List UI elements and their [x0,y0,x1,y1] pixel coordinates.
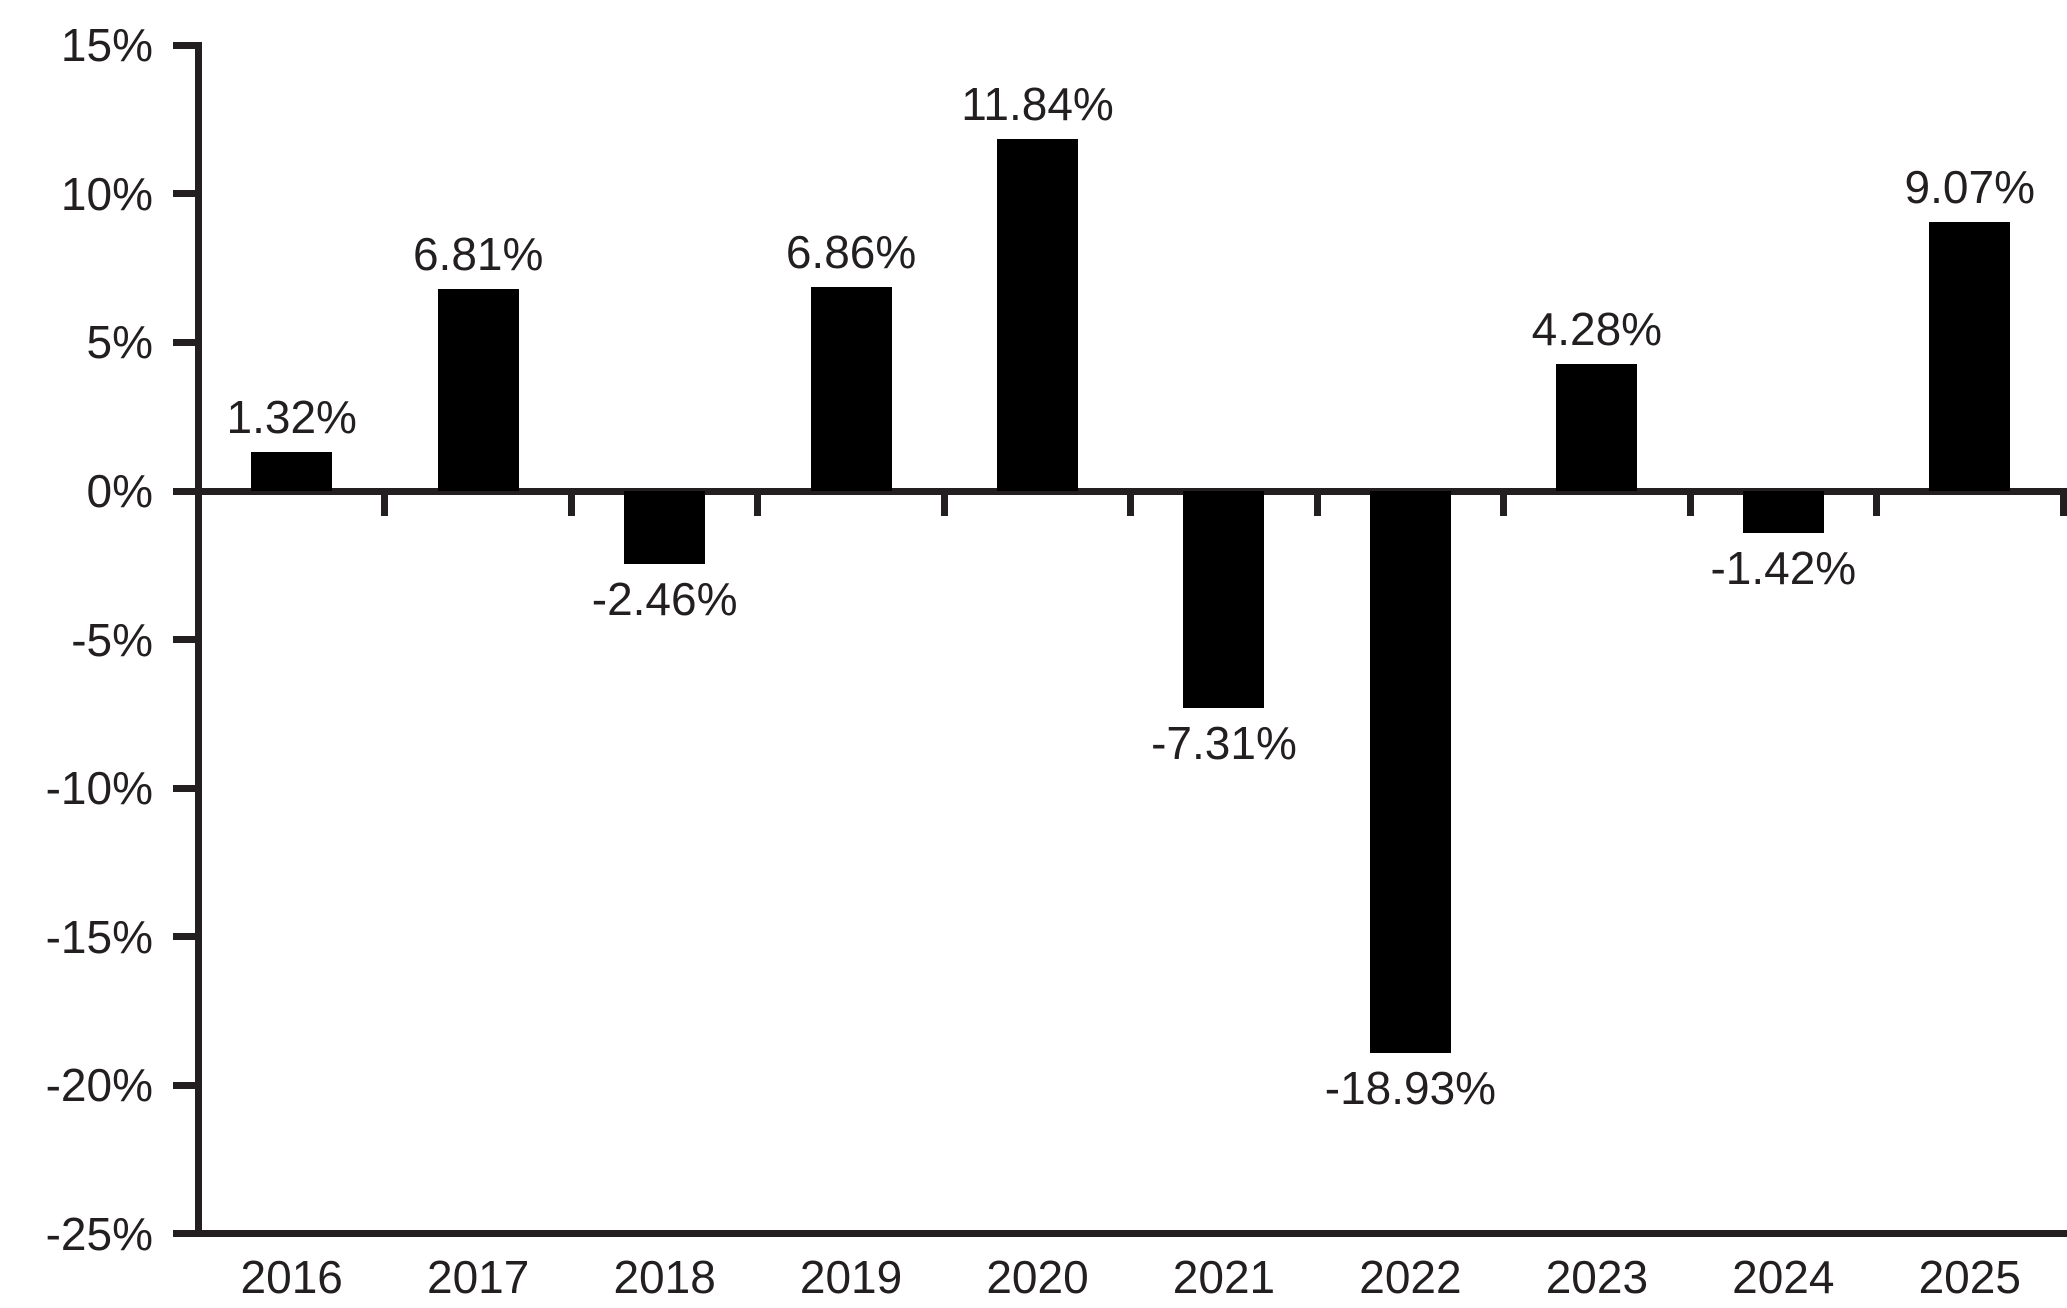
bar-value-label-2022: -18.93% [1324,1062,1497,1115]
x-tick-4 [940,491,948,516]
x-tick-10 [2059,491,2067,516]
bar-2019 [810,287,892,491]
y-tick-label--25: -25% [45,1207,153,1260]
y-tick--5 [173,636,202,644]
y-tick--15 [173,933,202,941]
x-axis-label-2025: 2025 [1918,1251,2021,1303]
x-tick-6 [1313,491,1321,516]
y-tick-label-10: 10% [60,167,153,220]
x-axis-label-2024: 2024 [1732,1251,1835,1303]
bar-2018 [624,491,706,565]
bar-value-label-2016: 1.32% [226,390,357,443]
y-tick-label-15: 15% [60,19,153,72]
bar-2022 [1369,491,1451,1054]
bar-2017 [437,288,519,491]
x-axis-label-2018: 2018 [613,1251,716,1303]
bar-2016 [251,451,333,491]
bar-value-label-2020: 11.84% [961,78,1114,131]
y-tick--20 [173,1081,202,1089]
x-tick-8 [1686,491,1694,516]
y-tick-label-5: 5% [86,316,153,369]
x-axis-label-2021: 2021 [1172,1251,1276,1303]
y-tick-label--5: -5% [71,613,153,666]
bar-value-label-2023: 4.28% [1531,302,1663,355]
x-axis-label-2017: 2017 [427,1251,530,1303]
y-tick-15 [173,41,202,49]
bar-2021 [1183,491,1265,709]
x-axis-label-2022: 2022 [1359,1251,1462,1303]
bar-value-label-2025: 9.07% [1904,160,2035,213]
bar-value-label-2024: -1.42% [1710,542,1857,595]
y-tick-10 [173,190,202,198]
y-tick-label--10: -10% [45,762,153,815]
y-tick--25 [173,1230,202,1238]
x-axis-label-2019: 2019 [799,1251,903,1303]
x-tick-9 [1873,491,1881,516]
y-tick-0 [173,487,202,495]
y-tick-label--15: -15% [45,910,153,963]
bar-value-label-2019: 6.86% [785,226,917,279]
y-tick-5 [173,338,202,346]
bar-2024 [1742,491,1824,534]
bar-2025 [1929,221,2011,491]
bar-2020 [997,139,1079,491]
x-tick-2 [567,491,575,516]
x-tick-7 [1500,491,1508,516]
bar-2023 [1556,363,1638,491]
x-axis-label-2020: 2020 [986,1251,1089,1303]
bar-value-label-2017: 6.81% [412,227,544,280]
x-axis-label-2016: 2016 [240,1251,343,1303]
bar-value-label-2018: -2.46% [591,573,738,626]
x-tick-1 [381,491,389,516]
x-tick-3 [754,491,762,516]
x-axis-line [195,1230,2067,1238]
y-tick-label--20: -20% [45,1059,153,1112]
y-tick--10 [173,784,202,792]
bar-value-label-2021: -7.31% [1151,717,1297,770]
x-axis-label-2023: 2023 [1545,1251,1649,1303]
y-tick-label-0: 0% [86,465,153,517]
x-tick-5 [1127,491,1135,516]
